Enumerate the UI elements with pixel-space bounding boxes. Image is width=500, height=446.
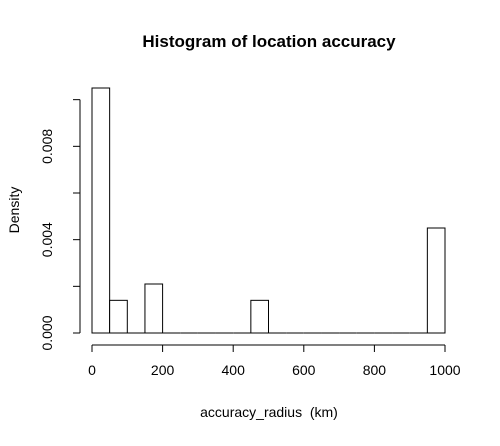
histogram-bar [427, 228, 445, 333]
y-axis-label: Density [6, 187, 22, 234]
x-tick-label: 600 [292, 362, 316, 378]
chart-title: Histogram of location accuracy [142, 32, 396, 51]
histogram-bars [92, 88, 445, 333]
x-tick-label: 1000 [429, 362, 460, 378]
histogram-bar [110, 300, 128, 333]
y-axis: 0.000 0.004 0.008 [39, 100, 80, 351]
x-tick-label: 200 [151, 362, 175, 378]
x-axis-label: accuracy_radius (km) [200, 404, 338, 420]
y-tick-label: 0.008 [39, 129, 55, 164]
x-tick-label: 400 [222, 362, 246, 378]
histogram-bar [145, 284, 163, 333]
y-tick-label: 0.000 [39, 315, 55, 350]
x-tick-label: 800 [363, 362, 387, 378]
x-tick-label: 0 [88, 362, 96, 378]
histogram-bar [92, 88, 110, 333]
histogram-bar [251, 300, 269, 333]
x-axis: 0 200 400 600 800 1000 [88, 345, 461, 378]
y-tick-label: 0.004 [39, 222, 55, 257]
